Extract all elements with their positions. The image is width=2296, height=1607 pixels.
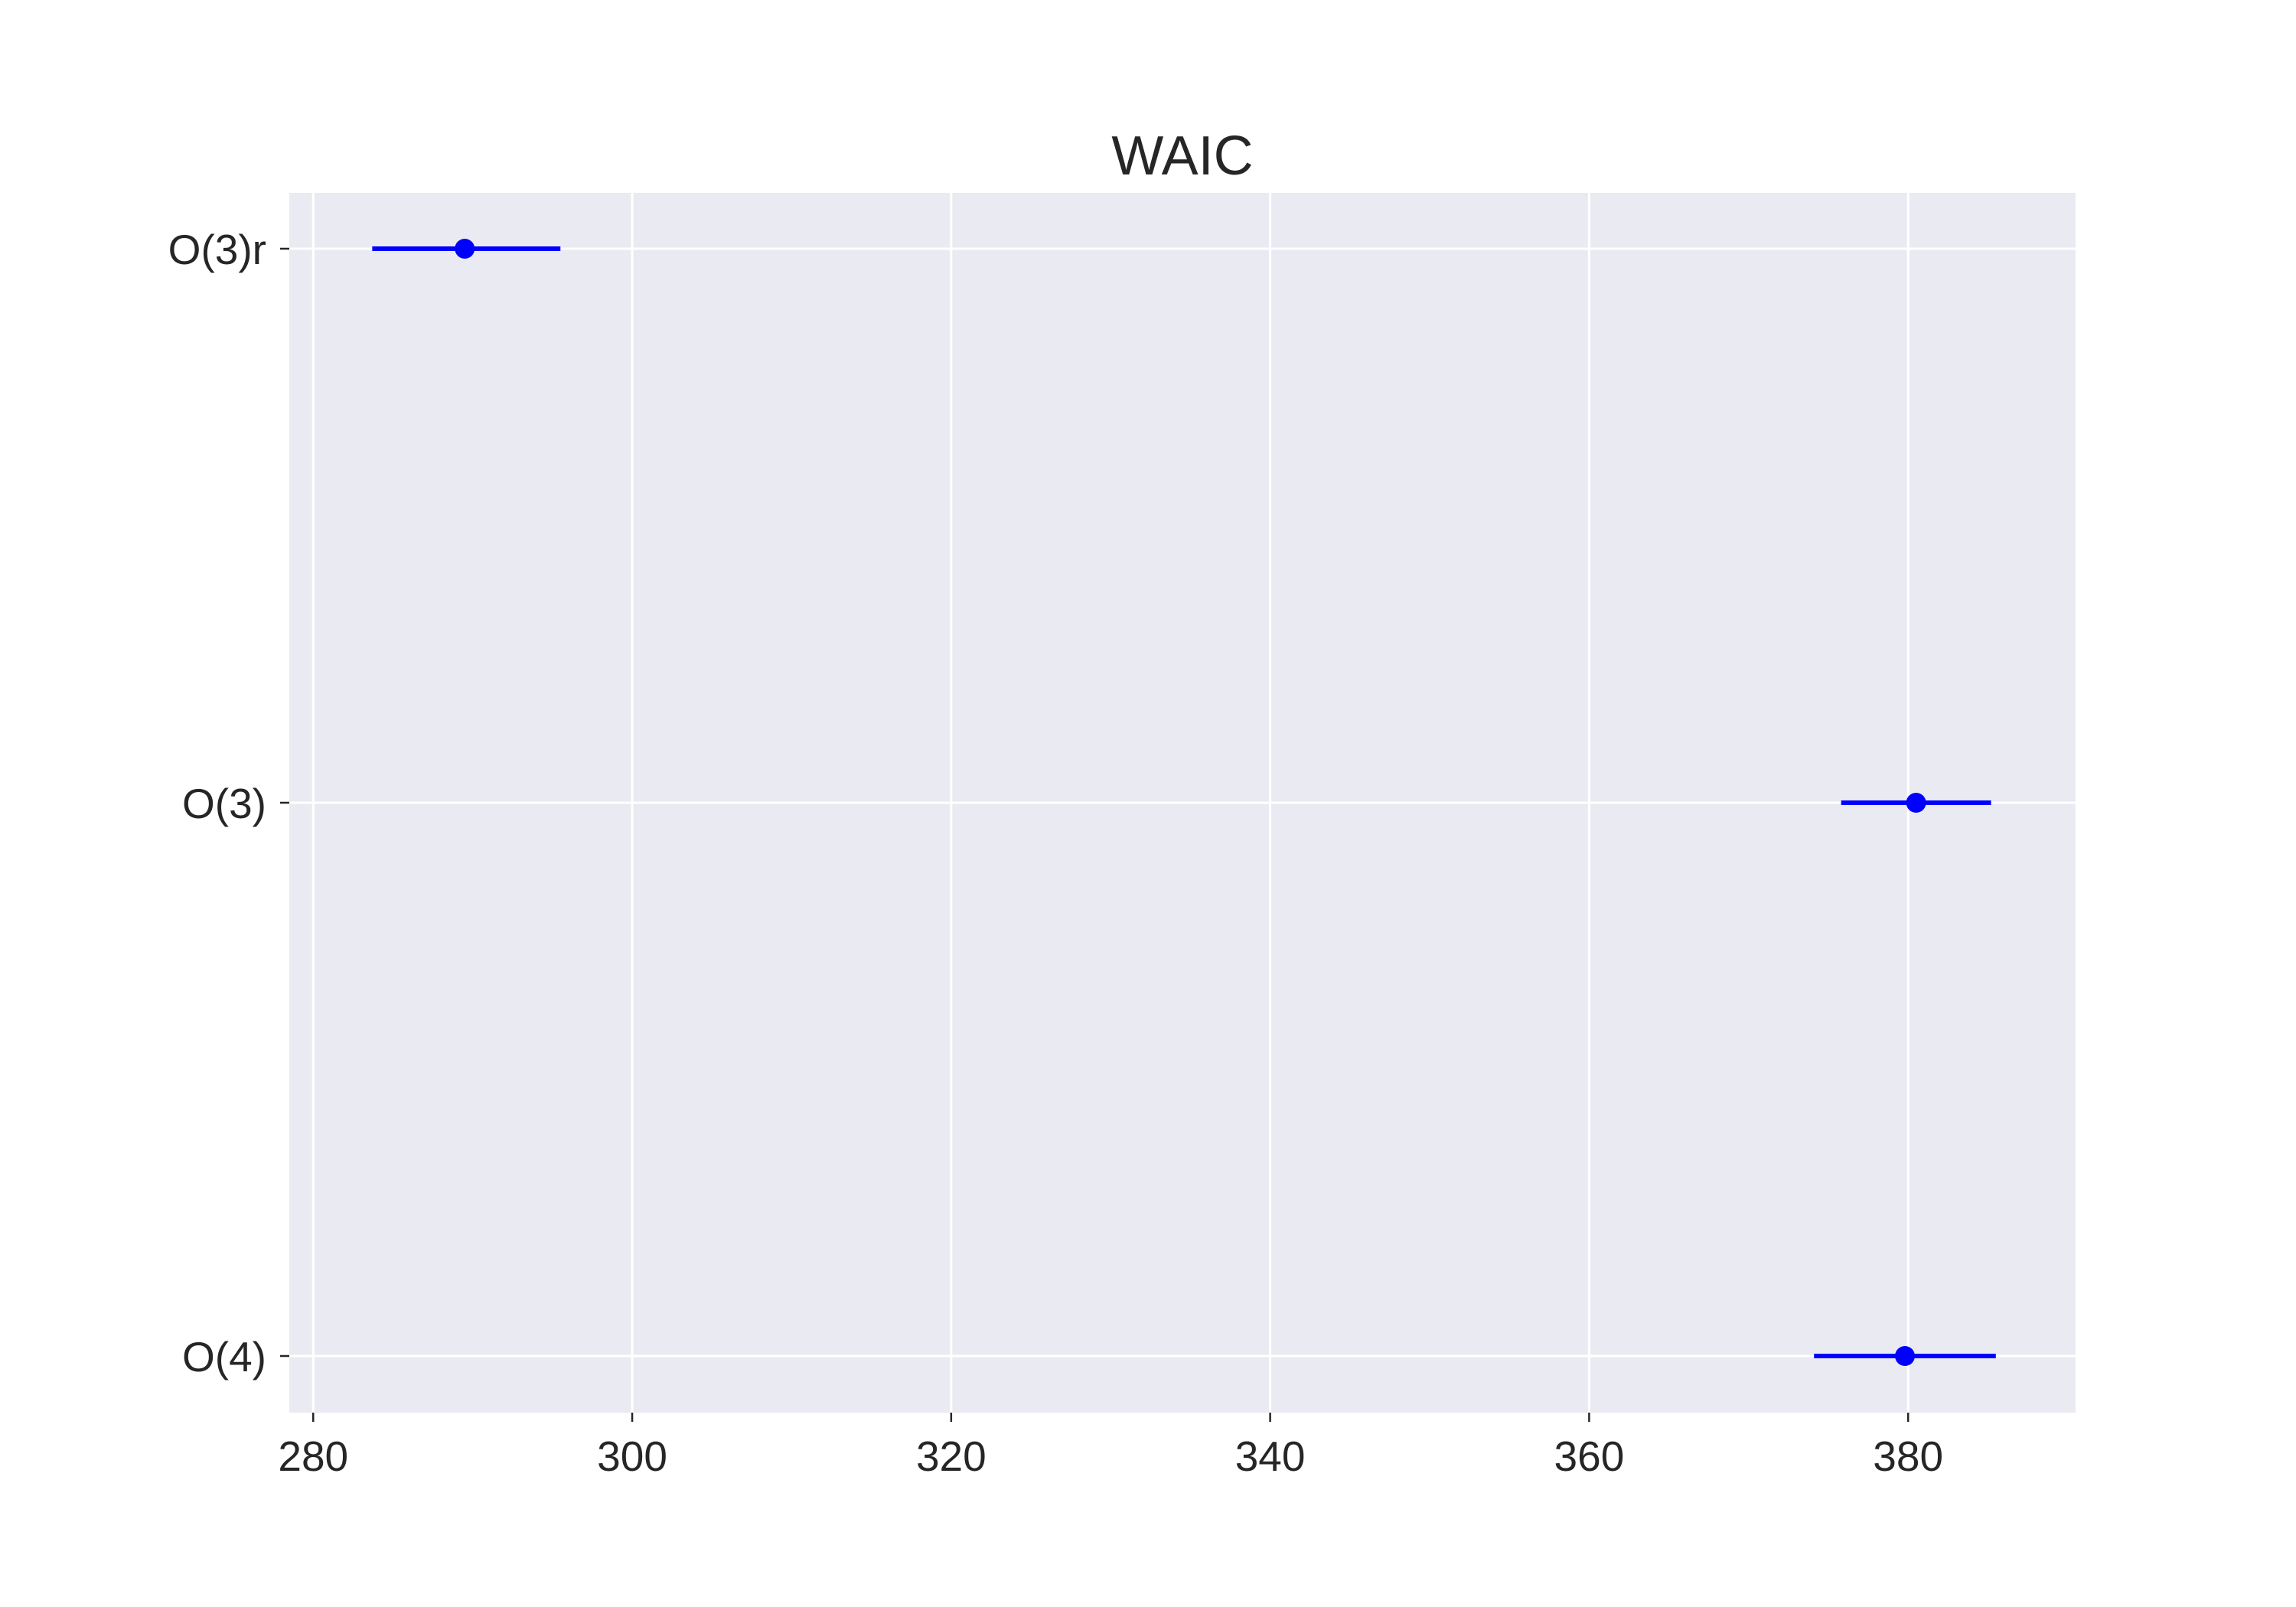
- data-point: [1906, 793, 1926, 813]
- data-point: [1895, 1346, 1916, 1366]
- x-tick-label: 360: [1554, 1433, 1625, 1480]
- data-points: [372, 239, 1996, 1366]
- chart-title: WAIC: [1111, 125, 1253, 187]
- data-point: [455, 239, 475, 259]
- y-tick-label: O(4): [182, 1333, 266, 1380]
- x-tick-label: 300: [597, 1433, 667, 1480]
- x-tick-label: 340: [1235, 1433, 1306, 1480]
- x-tick-label: 280: [278, 1433, 348, 1480]
- y-axis: O(3)r O(3) O(4): [168, 226, 289, 1380]
- x-axis: 280 300 320 340 360 380: [278, 1413, 1943, 1480]
- y-tick-label: O(3): [182, 780, 266, 827]
- x-tick-label: 320: [916, 1433, 987, 1480]
- y-tick-label: O(3)r: [168, 226, 266, 273]
- x-tick-label: 380: [1873, 1433, 1943, 1480]
